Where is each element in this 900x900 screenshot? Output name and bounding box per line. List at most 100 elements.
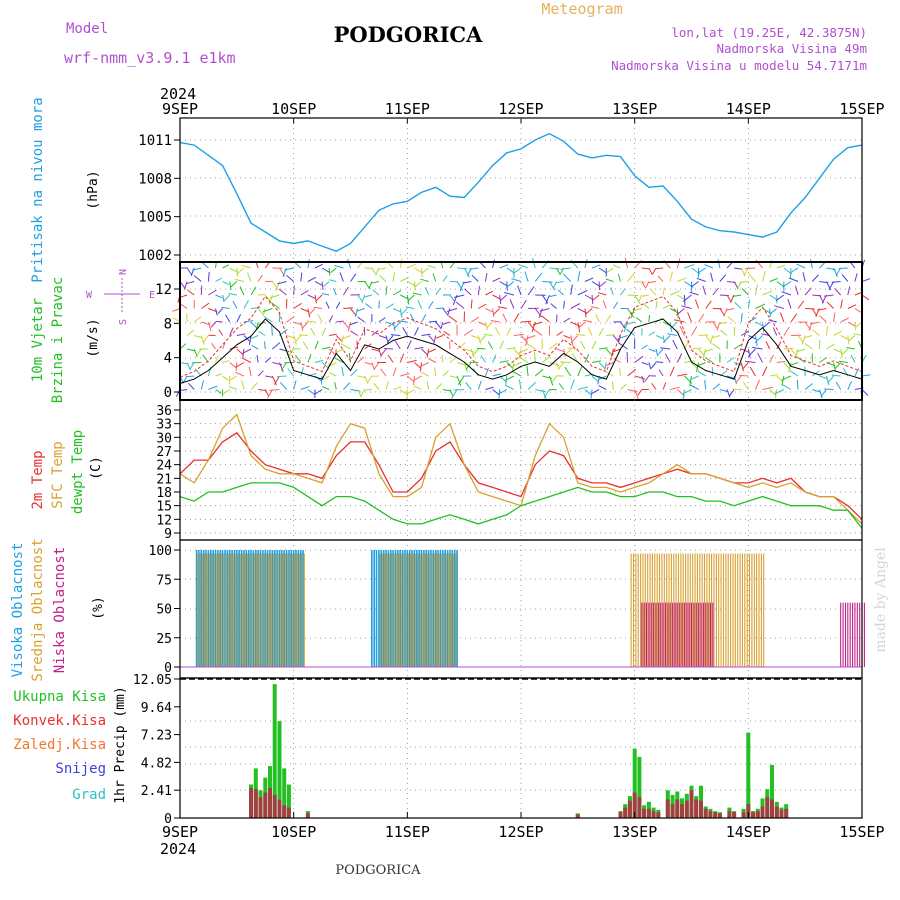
wind-arrow	[449, 357, 457, 363]
wind-arrow	[776, 281, 784, 287]
wind-arrow	[229, 327, 234, 336]
precip-conv-bar	[755, 811, 760, 818]
wind-arrow	[372, 289, 380, 296]
wind-arrow	[605, 278, 614, 282]
wind-arrow	[228, 293, 237, 296]
wind-arrow	[577, 366, 583, 377]
wind-arrow	[591, 281, 600, 287]
precip-conv-bar	[665, 799, 670, 818]
wind-arrow	[641, 375, 645, 383]
wind-arrow	[689, 291, 699, 296]
wind-arrow	[556, 362, 560, 370]
wind-arrow	[820, 389, 827, 398]
wind-arrow	[228, 386, 238, 390]
wind-arrow	[300, 367, 304, 377]
wind-arrow	[298, 334, 308, 336]
wind-arrow	[371, 267, 377, 276]
wind-arrow	[624, 321, 635, 326]
wind-arrow	[421, 333, 431, 336]
precip-conv-bar	[732, 812, 737, 818]
wind-arrow	[307, 389, 316, 396]
wind-arrow	[658, 369, 664, 377]
page-title: PODGORICA	[334, 22, 484, 47]
wind-arrow	[463, 329, 474, 336]
wind-arrow	[492, 389, 500, 396]
wind-arrow	[222, 389, 231, 395]
wind-arrow	[188, 382, 195, 390]
wind-arrow	[457, 267, 468, 270]
wind-arrow	[781, 375, 785, 386]
wind-arrow	[492, 354, 497, 363]
wind-arrow	[428, 301, 434, 309]
wind-arrow	[492, 308, 501, 316]
wind-arrow	[611, 381, 614, 390]
wind-arrow	[740, 330, 750, 336]
wind-arrow	[272, 342, 281, 350]
wind-arrow	[258, 294, 266, 296]
wind-arrow	[840, 299, 843, 309]
wind-arrow	[543, 389, 550, 399]
wind-arrow	[300, 321, 304, 331]
wind-arrow	[847, 335, 850, 345]
wind-arrow	[271, 302, 280, 309]
precip-conv-bar	[784, 808, 789, 818]
precip-conv-bar	[760, 806, 765, 818]
wind-arrow	[762, 366, 768, 377]
wind-arrow	[563, 300, 565, 309]
wind-arrow	[762, 386, 773, 390]
wind-arrow	[577, 271, 581, 282]
wind-arrow	[769, 308, 771, 318]
x-tick-label: 15SEP	[839, 100, 884, 118]
wind-arrow	[350, 330, 358, 336]
wind-arrow	[769, 294, 778, 301]
wind-arrow	[567, 347, 578, 350]
wind-y-ticks: 12 8 4 0	[155, 282, 180, 401]
wind-arrow	[625, 328, 635, 336]
wind-arrow	[420, 371, 429, 377]
wind-arrow	[321, 375, 323, 385]
top-x-tick-labels: 9SEP 10SEP 11SEP 12SEP 13SEP 14SEP 15SEP	[162, 100, 885, 124]
wind-arrow	[520, 299, 527, 309]
wind-arrow	[334, 382, 337, 390]
wind-arrow	[332, 287, 337, 296]
wind-arrow	[757, 352, 763, 363]
wind-arrow	[733, 281, 739, 290]
wind-arrow	[498, 389, 508, 395]
wind-arrow	[590, 306, 600, 309]
wind-arrow	[399, 389, 409, 396]
wind-arrow	[257, 370, 264, 377]
wind-arrow	[448, 315, 458, 323]
wind-arrow	[264, 357, 272, 363]
wind-arrow	[235, 362, 245, 368]
wind-arrow	[215, 320, 223, 323]
wind-arrow	[790, 313, 798, 323]
compass-w-label: W	[86, 290, 93, 301]
wind-arrow	[847, 304, 857, 309]
wind-arrow	[387, 354, 394, 363]
wind-arrow	[591, 340, 597, 350]
y-tick-label: 0	[164, 385, 172, 401]
wind-arrow	[392, 290, 402, 296]
wind-arrow	[378, 317, 386, 323]
wind-arrow	[435, 335, 444, 339]
compass-e-label: E	[149, 290, 155, 301]
wind-arrow	[620, 288, 626, 296]
wind-arrow	[347, 321, 351, 332]
x-tick-label: 10SEP	[271, 823, 316, 841]
x-tick-label: 9SEP	[162, 100, 198, 118]
wind-arrow	[744, 360, 756, 363]
wind-arrow	[308, 308, 316, 316]
wind-arrow	[513, 333, 524, 336]
wind-arrow	[499, 294, 502, 304]
wind-arrow	[185, 281, 195, 285]
wind-arrow	[464, 348, 475, 353]
wind-arrow	[378, 335, 387, 339]
wind-arrow	[552, 281, 557, 289]
wind-arrow	[350, 273, 357, 282]
wind-arrow	[399, 258, 403, 269]
wind-arrow	[696, 277, 706, 282]
wind-arrow	[217, 308, 223, 315]
wind-arrow	[541, 315, 550, 323]
wind-arrow	[734, 301, 742, 309]
